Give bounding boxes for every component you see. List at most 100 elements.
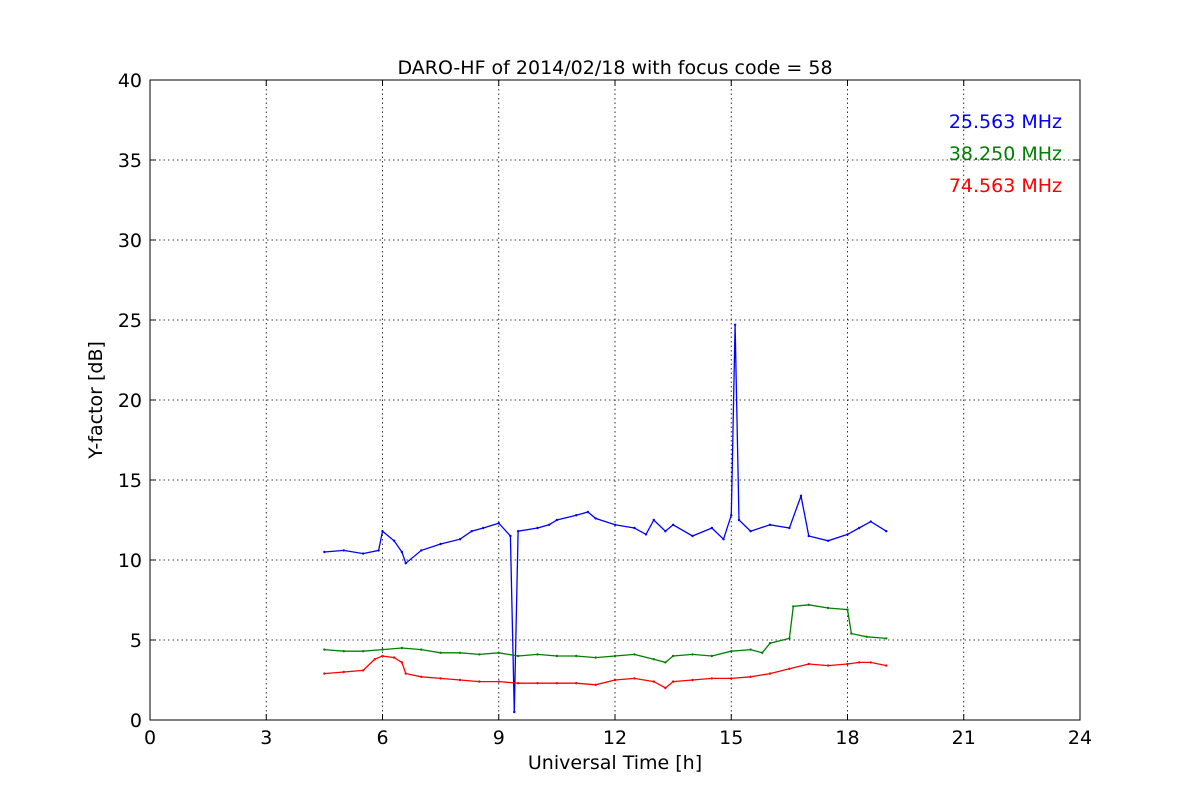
data-point-25-563-mhz [536, 526, 539, 530]
data-point-25-563-mhz [381, 530, 384, 533]
x-tick-label: 0 [144, 727, 156, 749]
data-point-74-563-mhz [652, 680, 655, 683]
x-tick-label: 21 [952, 727, 976, 749]
data-point-74-563-mhz [575, 682, 578, 685]
x-tick-label: 3 [260, 727, 272, 749]
data-point-25-563-mhz [733, 323, 737, 326]
data-point-74-563-mhz [323, 672, 326, 675]
data-point-25-563-mhz [513, 710, 516, 714]
data-point-25-563-mhz [671, 523, 675, 526]
data-point-38-250-mhz [749, 648, 752, 651]
data-point-38-250-mhz [761, 651, 764, 654]
y-tick-label: 0 [130, 710, 142, 732]
x-tick-label: 9 [493, 727, 505, 749]
data-point-25-563-mhz [575, 514, 578, 517]
y-tick-label: 30 [118, 230, 142, 252]
data-point-38-250-mhz [826, 606, 830, 610]
data-point-25-563-mhz [420, 549, 423, 552]
data-point-38-250-mhz [788, 637, 791, 640]
data-point-74-563-mhz [869, 661, 872, 664]
data-point-25-563-mhz [392, 539, 396, 542]
series-line-25-563-mhz [324, 324, 887, 713]
data-point-25-563-mhz [377, 549, 380, 552]
y-tick-label: 25 [118, 310, 142, 332]
data-point-38-250-mhz [575, 654, 578, 658]
tick-layer: 0 3 6 9 12 15 18 21 24 0 5 10 15 20 25 30 35 40 [118, 70, 1092, 749]
data-point-74-563-mhz [730, 677, 733, 680]
data-point-74-563-mhz [361, 669, 365, 672]
data-point-38-250-mhz [458, 651, 462, 654]
data-point-74-563-mhz [478, 680, 481, 683]
data-point-74-563-mhz [633, 677, 636, 680]
data-point-25-563-mhz [710, 526, 714, 530]
data-point-74-563-mhz [691, 678, 694, 682]
x-tick-label: 12 [603, 727, 627, 749]
data-point-74-563-mhz [392, 656, 396, 659]
series-layer [323, 323, 888, 714]
data-point-25-563-mhz [768, 523, 772, 526]
data-point-38-250-mhz [807, 603, 810, 606]
data-point-74-563-mhz [885, 664, 888, 667]
x-tick-label: 18 [835, 727, 859, 749]
data-point-25-563-mhz [323, 550, 326, 554]
data-point-74-563-mhz [404, 672, 407, 675]
data-point-38-250-mhz [710, 654, 714, 658]
data-point-25-563-mhz [826, 539, 830, 542]
data-point-25-563-mhz [691, 534, 694, 538]
data-point-38-250-mhz [516, 654, 520, 658]
data-point-38-250-mhz [594, 656, 597, 659]
data-point-38-250-mhz [555, 654, 559, 658]
data-point-74-563-mhz [555, 682, 559, 685]
y-tick-label: 5 [130, 630, 142, 652]
data-point-38-250-mhz [323, 648, 326, 651]
data-point-38-250-mhz [730, 650, 733, 653]
data-point-74-563-mhz [439, 677, 442, 680]
data-point-74-563-mhz [497, 680, 500, 683]
legend-entry-74-563-mhz: 74.563 MHz [949, 175, 1062, 197]
data-point-25-563-mhz [633, 526, 636, 530]
data-point-74-563-mhz [420, 675, 423, 678]
y-axis-label: Y-factor [dB] [85, 341, 107, 460]
data-point-25-563-mhz [516, 530, 520, 533]
data-point-74-563-mhz [749, 675, 752, 678]
data-point-25-563-mhz [730, 514, 733, 517]
grid [150, 80, 1080, 720]
data-point-38-250-mhz [652, 658, 655, 661]
data-point-25-563-mhz [737, 518, 741, 522]
legend-entry-38-250-mhz: 38.250 MHz [949, 143, 1062, 165]
data-point-38-250-mhz [664, 661, 667, 664]
data-point-25-563-mhz [613, 523, 617, 526]
data-point-74-563-mhz [664, 686, 667, 690]
y-tick-label: 10 [118, 550, 142, 572]
data-point-74-563-mhz [846, 662, 849, 666]
data-point-25-563-mhz [509, 534, 512, 538]
x-tick-label: 24 [1068, 727, 1092, 749]
y-tick-label: 35 [118, 150, 142, 172]
data-point-25-563-mhz [555, 518, 559, 522]
legend-entry-25-563-mhz: 25.563 MHz [949, 111, 1062, 133]
data-point-25-563-mhz [749, 530, 752, 533]
data-point-74-563-mhz [342, 670, 345, 674]
data-point-38-250-mhz [691, 653, 694, 656]
data-point-38-250-mhz [342, 650, 345, 653]
x-tick-label: 6 [376, 727, 388, 749]
data-point-74-563-mhz [857, 661, 861, 664]
series-line-38-250-mhz [324, 604, 887, 664]
y-tick-label: 40 [118, 70, 142, 92]
data-point-38-250-mhz [536, 653, 539, 656]
data-point-25-563-mhz [644, 533, 648, 536]
data-point-74-563-mhz [710, 677, 714, 680]
data-point-25-563-mhz [361, 552, 365, 555]
data-point-25-563-mhz [652, 518, 655, 522]
data-point-74-563-mhz [807, 662, 810, 666]
series-line-74-563-mhz [324, 655, 887, 689]
data-point-74-563-mhz [826, 664, 830, 667]
data-point-25-563-mhz [788, 526, 791, 530]
data-point-25-563-mhz [799, 494, 803, 498]
data-point-38-250-mhz [613, 654, 617, 658]
data-point-25-563-mhz [400, 550, 404, 554]
data-point-38-250-mhz [671, 654, 675, 658]
data-point-74-563-mhz [788, 667, 791, 670]
chart-title: DARO-HF of 2014/02/18 with focus code = … [397, 57, 832, 79]
